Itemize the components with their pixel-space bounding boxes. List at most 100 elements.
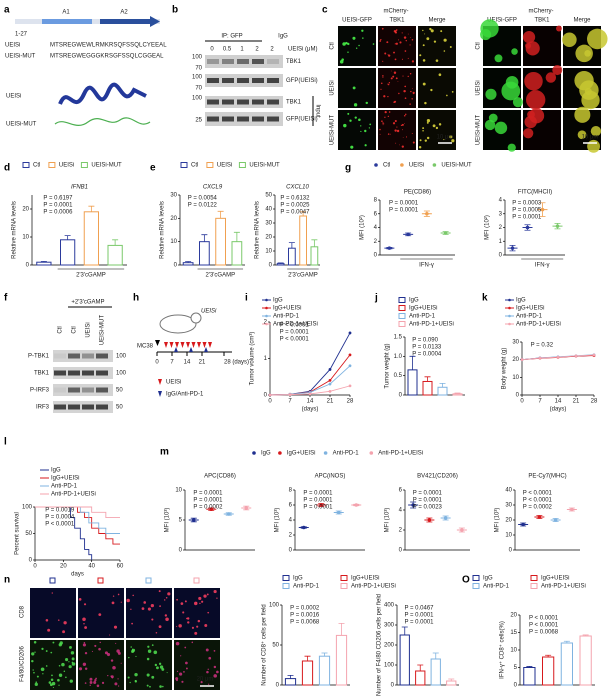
error-bar xyxy=(563,640,570,643)
micrograph-spot xyxy=(159,665,164,669)
band xyxy=(54,404,66,410)
band xyxy=(68,387,80,393)
error-bar xyxy=(300,211,307,216)
p-value: P < 0.0001 xyxy=(280,337,310,343)
micrograph-spot xyxy=(426,37,430,41)
y-tick-label: 0 xyxy=(264,393,268,399)
micrograph-spot xyxy=(393,101,396,104)
micrograph-spot xyxy=(151,618,154,621)
micrograph-spot xyxy=(51,674,53,677)
group-key xyxy=(145,577,152,584)
micrograph-spot xyxy=(384,52,387,55)
micrograph-spot xyxy=(132,594,134,597)
micrograph-spot xyxy=(155,631,158,634)
p-value: P = 0.0054 xyxy=(188,196,218,202)
legend-label: IgG+UEISi xyxy=(409,306,438,312)
dose-marker xyxy=(174,347,178,352)
x-tick-label: 0 xyxy=(268,399,272,405)
label: UEISi-MUT xyxy=(6,122,37,128)
micrograph-spot xyxy=(395,142,397,144)
micrograph-spot xyxy=(449,135,453,139)
label: 50 xyxy=(116,405,123,411)
p-value: P = 0.0003 xyxy=(512,201,542,207)
micrograph-spot xyxy=(58,684,60,686)
micrograph-spot xyxy=(106,652,111,657)
micrograph-spot xyxy=(407,75,409,78)
micrograph-spot xyxy=(111,677,114,679)
micrograph-spot xyxy=(422,127,425,130)
label: MTSREGWEGGGKRSGFSSQLCGGEAL xyxy=(50,54,164,60)
micrograph-spot xyxy=(176,679,178,682)
micrograph-spot xyxy=(574,70,594,91)
micrograph-spot xyxy=(581,90,600,110)
label: Ctl xyxy=(330,42,336,49)
micrograph-spot xyxy=(390,77,393,80)
micrograph-spot xyxy=(94,679,97,682)
bar xyxy=(60,239,76,266)
micrograph-spot xyxy=(368,127,371,129)
micrograph xyxy=(126,588,172,638)
y-axis-label: Number of CD8⁺ cells per field xyxy=(261,604,268,686)
micrograph-spot xyxy=(178,624,182,628)
legend-label: UEISi xyxy=(59,163,74,169)
label: P-TBK1 xyxy=(28,354,50,360)
legend-marker xyxy=(508,298,511,302)
micrograph-spot xyxy=(587,139,600,153)
dose-marker xyxy=(204,347,208,352)
legend-marker xyxy=(508,314,511,318)
p-value: P < 0.0001 xyxy=(280,323,310,329)
bar xyxy=(182,262,194,266)
p-value: P = 0.0019 xyxy=(45,508,75,514)
label: 100 xyxy=(116,354,127,360)
legend-label: UEISi xyxy=(409,163,424,169)
error-bar xyxy=(321,652,328,657)
micrograph-spot xyxy=(59,641,63,645)
p-value: P = 0.0001 xyxy=(389,201,419,207)
micrograph xyxy=(418,110,456,150)
micrograph-spot xyxy=(175,641,180,646)
micrograph-spot xyxy=(383,123,385,125)
micrograph-spot xyxy=(185,661,188,665)
error-bar xyxy=(287,675,294,679)
micrograph-spot xyxy=(82,617,86,622)
p-value: P = 0.0001 xyxy=(43,203,73,209)
dot xyxy=(570,507,574,512)
survival-curve xyxy=(35,506,120,545)
dot xyxy=(336,510,341,515)
line-point xyxy=(348,353,352,357)
micrograph-spot xyxy=(526,90,546,110)
micrograph-spot xyxy=(418,145,422,149)
legend-label: Anti-PD-1 xyxy=(273,314,300,320)
band xyxy=(96,404,108,410)
band xyxy=(222,116,234,122)
legend-label: IgG xyxy=(483,576,493,582)
label: IgG/Anti-PD-1 xyxy=(166,392,204,398)
micrograph-spot xyxy=(419,54,422,57)
micrograph-spot xyxy=(89,684,91,687)
micrograph-spot xyxy=(120,662,122,664)
bar xyxy=(446,680,457,686)
mouse-head xyxy=(190,312,202,324)
micrograph-spot xyxy=(394,119,397,123)
micrograph-spot xyxy=(382,122,384,124)
error-bar xyxy=(439,383,446,388)
y-tick-label: 6 xyxy=(289,503,293,509)
legend-label: UEISi-MUT xyxy=(441,163,472,169)
micrograph-spot xyxy=(186,617,190,620)
micrograph-spot xyxy=(388,111,391,113)
micrograph-spot xyxy=(130,608,132,610)
y-tick-label: 1.0 xyxy=(394,354,403,360)
label: UEISi xyxy=(201,309,217,315)
micrograph xyxy=(378,110,416,150)
micrograph-spot xyxy=(201,600,204,603)
label: 2 xyxy=(270,47,274,53)
dot xyxy=(443,516,448,520)
micrograph-spot xyxy=(396,126,398,128)
micrograph xyxy=(126,640,172,690)
micrograph-spot xyxy=(505,75,519,89)
legend-marker xyxy=(508,322,511,326)
micrograph-spot xyxy=(388,82,391,84)
legend-marker xyxy=(398,313,406,319)
micrograph-spot xyxy=(422,29,424,32)
micrograph-spot xyxy=(112,666,116,670)
